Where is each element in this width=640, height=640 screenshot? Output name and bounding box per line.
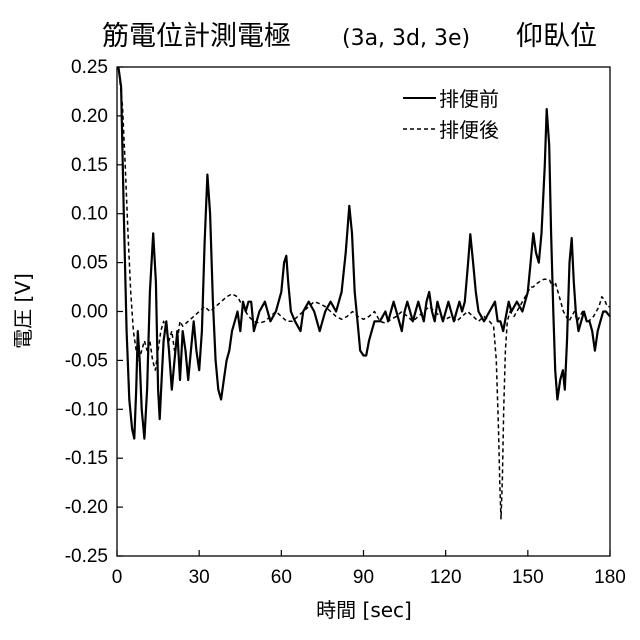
y-axis: 0.25 0.20 0.15 0.10 0.05 0.00 -0.05 -0.10 -0.15 -…	[65, 57, 123, 567]
series-line-after	[118, 67, 610, 519]
legend-label-after: 排便後	[439, 118, 499, 142]
x-tick-label: 0	[112, 567, 123, 588]
x-tick-label: 60	[271, 567, 292, 588]
y-tick-label: -0.05	[65, 350, 108, 371]
x-tick-label: 180	[594, 567, 626, 588]
y-tick-label: -0.20	[65, 497, 108, 518]
y-tick-label: 0.00	[71, 302, 108, 323]
y-tick-label: -0.10	[65, 399, 108, 420]
x-tick-label: 120	[430, 567, 462, 588]
y-tick-label: 0.20	[71, 106, 108, 127]
chart-title-electrodes: (3a, 3d, 3e)	[342, 26, 470, 51]
y-tick-label: 0.25	[71, 57, 108, 78]
chart-title: 筋電位計測電極	[102, 21, 291, 52]
x-tick-label: 150	[512, 567, 544, 588]
y-tick-label: 0.15	[71, 155, 108, 176]
x-tick-label: 90	[353, 567, 374, 588]
plot-frame	[117, 67, 610, 556]
y-tick-label: -0.25	[65, 546, 108, 567]
series-layer	[118, 67, 610, 519]
legend-label-before: 排便前	[439, 87, 499, 111]
chart-title-posture: 仰臥位	[516, 21, 597, 52]
x-tick-label: 30	[189, 567, 210, 588]
y-axis-label: 電圧 [V]	[11, 273, 35, 349]
y-tick-label: -0.15	[65, 448, 108, 469]
y-tick-label: 0.05	[71, 253, 108, 274]
x-axis-label: 時間 [sec]	[316, 598, 412, 622]
y-tick-label: 0.10	[71, 204, 108, 225]
legend: 排便前 排便後	[403, 87, 499, 142]
series-line-before	[118, 67, 610, 439]
